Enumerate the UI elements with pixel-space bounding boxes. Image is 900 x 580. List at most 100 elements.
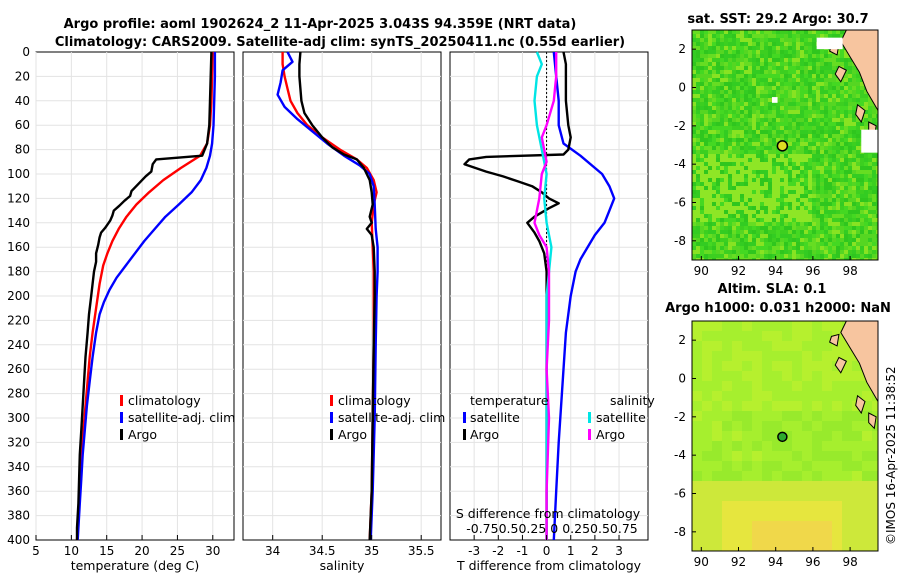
map-cell <box>816 34 821 39</box>
map-cell <box>702 491 713 502</box>
map-cell <box>708 98 713 103</box>
map-cell <box>828 98 833 103</box>
map-cell <box>736 66 741 71</box>
map-cell <box>724 62 729 67</box>
map-cell <box>728 190 733 195</box>
map-cell <box>840 90 845 95</box>
map-cell <box>728 30 733 35</box>
map-cell <box>808 138 813 143</box>
map-cell <box>876 206 878 211</box>
map-cell <box>708 158 713 163</box>
map-cell <box>716 110 721 115</box>
map-cell <box>724 194 729 199</box>
map-cell <box>876 246 878 251</box>
map-cell <box>802 441 813 452</box>
map-cell <box>780 58 785 63</box>
map-cell <box>792 62 797 67</box>
map-cell <box>824 102 829 107</box>
map-cell <box>772 62 777 67</box>
map-cell <box>768 170 773 175</box>
map-cell <box>704 230 709 235</box>
map-cell <box>740 42 745 47</box>
map-cell <box>744 150 749 155</box>
island <box>834 356 848 374</box>
map-cell <box>760 174 765 179</box>
map-cell <box>792 250 797 255</box>
map-cell <box>804 134 809 139</box>
map-cell <box>736 98 741 103</box>
map-cell <box>740 122 745 127</box>
map-cell <box>752 471 763 482</box>
map-cell <box>768 218 773 223</box>
map-cell <box>736 194 741 199</box>
map-cell <box>776 134 781 139</box>
map-cell <box>704 150 709 155</box>
map-cell <box>724 58 729 63</box>
map-cell <box>800 86 805 91</box>
map-cell <box>804 118 809 123</box>
legend-swatch-s-satellite <box>588 412 591 423</box>
map-cell <box>768 202 773 207</box>
map-cell <box>824 206 829 211</box>
map-cell <box>856 174 861 179</box>
map-cell <box>744 122 749 127</box>
map-cell <box>764 150 769 155</box>
map-cell <box>868 154 873 159</box>
map-cell <box>800 122 805 127</box>
map-cell <box>804 254 809 259</box>
map-cell <box>772 162 777 167</box>
map-cell <box>700 242 705 247</box>
map-cell <box>732 206 737 211</box>
map-cell <box>796 218 801 223</box>
map-cell <box>808 122 813 127</box>
map-cell <box>762 371 773 382</box>
map-cell <box>696 82 701 87</box>
map-cell <box>802 321 813 332</box>
map-cell <box>700 50 705 55</box>
map-cell <box>772 381 783 392</box>
map-cell <box>776 78 781 83</box>
map-cell <box>760 102 765 107</box>
map-cell <box>776 114 781 119</box>
map-cell <box>824 82 829 87</box>
map-cell <box>828 194 833 199</box>
map-cell <box>696 94 701 99</box>
map-cell <box>744 234 749 239</box>
map-cell <box>776 166 781 171</box>
map-cell <box>842 401 853 412</box>
map-cell <box>704 134 709 139</box>
map-cell <box>760 54 765 59</box>
map-cell <box>808 218 813 223</box>
map-cell <box>692 150 697 155</box>
map-cell <box>816 170 821 175</box>
map-cell <box>792 361 803 372</box>
depth-tick-label: 80 <box>15 143 30 157</box>
map-cell <box>720 242 725 247</box>
map-cell <box>756 74 761 79</box>
map-cell <box>708 50 713 55</box>
map-cell <box>822 401 833 412</box>
map-cell <box>724 170 729 175</box>
map-cell <box>716 222 721 227</box>
map-cell <box>740 150 745 155</box>
depth-tick-label: 100 <box>7 167 30 181</box>
map-cell <box>736 182 741 187</box>
map-cell <box>824 238 829 243</box>
map-cell <box>862 411 873 422</box>
map-cell <box>740 54 745 59</box>
map-cell <box>712 491 723 502</box>
map-cell <box>776 86 781 91</box>
map-cell <box>744 254 749 259</box>
map-cell <box>808 190 813 195</box>
map-cell <box>704 106 709 111</box>
map-cell <box>752 371 763 382</box>
map-cell <box>872 254 877 259</box>
map-cell <box>760 106 765 111</box>
map-cell <box>852 481 863 492</box>
map-cell <box>712 481 723 492</box>
map-cell <box>832 250 837 255</box>
map-cell <box>732 421 743 432</box>
map-cell <box>752 50 757 55</box>
map-cell <box>868 214 873 219</box>
map-cell <box>868 226 873 231</box>
